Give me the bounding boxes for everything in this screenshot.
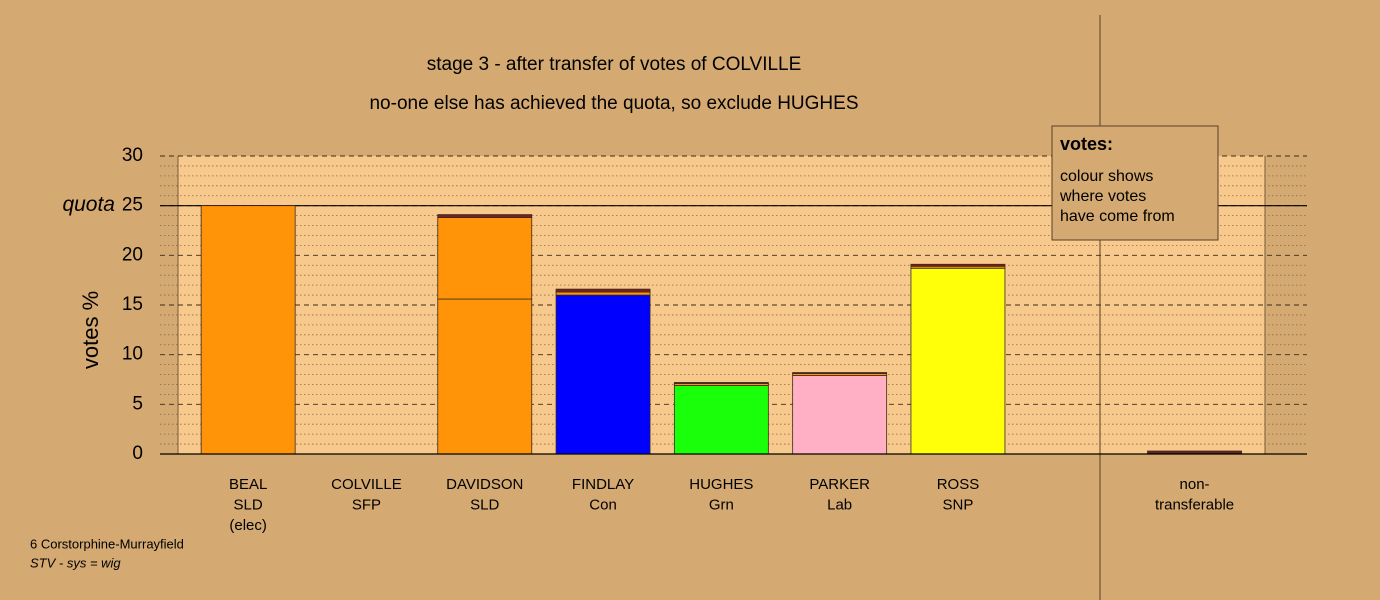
y-tick-label: 5 (132, 393, 143, 414)
y-axis-label: votes % (78, 291, 103, 369)
chart-title: stage 3 - after transfer of votes of COL… (427, 54, 802, 75)
bar-segment (437, 214, 533, 218)
bar-segment (437, 217, 533, 300)
bar-segment (1147, 450, 1242, 454)
x-tick-label: PARKER (809, 476, 870, 493)
y-tick-label: 0 (132, 443, 143, 464)
grid (160, 155, 1307, 445)
y-tick-label: 20 (122, 244, 143, 265)
x-tick-label: SFP (352, 496, 381, 513)
bar-segment (673, 385, 769, 455)
x-tick-label: Con (589, 496, 617, 513)
bar-segment (555, 288, 651, 293)
bar-segment (555, 294, 651, 455)
bar-segment (792, 375, 888, 455)
footer: 6 Corstorphine-Murrayfield (30, 536, 184, 551)
x-tick-label: SNP (943, 496, 974, 513)
x-tick-label: (elec) (229, 517, 267, 534)
x-tick-label: FINDLAY (572, 476, 634, 493)
footer: STV - sys = wig (30, 555, 121, 570)
x-tick-label: ROSS (937, 476, 980, 493)
bar-segment (555, 291, 651, 296)
y-tick-label: 25 (122, 195, 143, 216)
labels: 0 5 10 15 20 25 30 quota BEAL SLD (elec) COLVILLE SF… (62, 145, 1234, 534)
x-tick-label: BEAL (229, 476, 267, 493)
x-tick-label: COLVILLE (331, 476, 402, 493)
legend: votes: colour shows where votes have com… (1051, 125, 1219, 241)
x-tick-label: transferable (1155, 496, 1234, 513)
chart-subtitle: no-one else has achieved the quota, so e… (369, 93, 858, 114)
bar-segment (792, 372, 888, 374)
legend-text: have come from (1060, 208, 1175, 225)
bar-segment (910, 267, 1006, 455)
quota-label: quota (62, 193, 115, 216)
x-tick-label: DAVIDSON (446, 476, 523, 493)
y-tick-label: 15 (122, 294, 143, 315)
legend-text: where votes (1059, 188, 1146, 205)
x-tick-label: non- (1180, 476, 1210, 493)
x-tick-label: Lab (827, 496, 852, 513)
y-tick-label: 30 (122, 145, 143, 166)
x-tick-label: SLD (234, 496, 263, 513)
x-tick-label: Grn (709, 496, 734, 513)
legend-box (1051, 125, 1219, 241)
y-tick-label: 10 (122, 344, 143, 365)
bar-segment (200, 205, 296, 455)
bar-segment (437, 298, 533, 455)
x-tick-label: SLD (470, 496, 499, 513)
bar-segment (673, 382, 769, 384)
legend-text: colour shows (1060, 168, 1153, 185)
x-tick-label: HUGHES (689, 476, 753, 493)
legend-title: votes: (1060, 134, 1113, 154)
bars (200, 205, 1242, 455)
bar-segment (910, 263, 1006, 267)
